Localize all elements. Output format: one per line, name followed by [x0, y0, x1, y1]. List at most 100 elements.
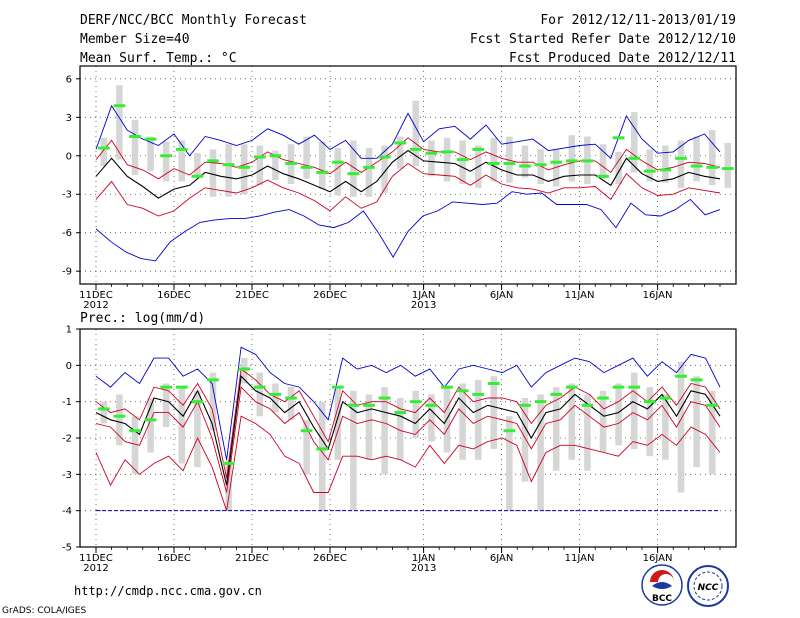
prec-range-box [272, 383, 279, 413]
prec-range-box [365, 394, 373, 460]
prec-range-box [615, 383, 622, 446]
temp-ytick-label: 6 [66, 74, 72, 85]
prec-xtick-label: 11JAN [565, 553, 595, 564]
prec-range-box [334, 387, 342, 460]
prec-range-box [459, 383, 466, 460]
prec-range-box [147, 398, 154, 453]
temp-observed-mark [643, 169, 656, 173]
temp-observed-mark [675, 156, 687, 160]
temp-observed-mark [534, 163, 547, 167]
temp-range-box [662, 145, 669, 183]
prec-observed-mark [191, 400, 204, 404]
prec-line-ensemble-max [95, 346, 721, 460]
prec-observed-mark [487, 382, 500, 385]
temp-range-box [178, 140, 186, 182]
temp-xtick-label: 1JAN [412, 290, 435, 301]
ncc-logo: NCC [687, 565, 729, 607]
prec-observed-mark [316, 447, 329, 451]
prec-observed-mark [659, 396, 672, 400]
prec-observed-mark [472, 392, 485, 396]
chart-title: DERF/NCC/BCC Monthly Forecast [80, 13, 307, 28]
temp-observed-mark [253, 155, 266, 159]
prec-observed-mark [441, 385, 453, 389]
temp-observed-mark [175, 147, 188, 151]
prec-range-box [428, 394, 435, 442]
temp-line-spread-upper [95, 137, 721, 180]
temp-range-box [537, 149, 544, 184]
bcc-logo: BCC [641, 564, 683, 606]
forecast-start-date: Fcst Started Refer Date 2012/12/10 [470, 32, 736, 47]
prec-ytick-label: -2 [62, 434, 72, 445]
prec-observed-mark [503, 429, 516, 433]
source-url[interactable]: http://cmdp.ncc.cma.gov.cn [74, 584, 262, 598]
prec-observed-mark [597, 396, 609, 400]
grads-credit: GrADS: COLA/IGES [2, 606, 86, 616]
precip-variable-label: Prec.: log(mm/d) [80, 311, 205, 326]
prec-ytick-label: -5 [62, 543, 72, 554]
prec-plot-frame [79, 328, 737, 548]
temp-range-box [162, 141, 170, 182]
prec-observed-mark [331, 385, 344, 389]
prec-range-box [474, 379, 482, 460]
prec-observed-mark [253, 385, 266, 389]
temp-ytick-label: 0 [66, 151, 72, 162]
prec-observed-mark [347, 403, 360, 407]
prec-observed-mark [550, 392, 563, 396]
temp-ytick-label: 3 [66, 113, 72, 124]
temp-observed-mark [409, 147, 422, 151]
temp-observed-mark [612, 136, 625, 140]
prec-observed-mark [97, 407, 110, 411]
temp-range-box [350, 140, 357, 197]
prec-observed-mark [612, 385, 625, 389]
temp-observed-mark [456, 158, 469, 162]
temp-observed-mark [113, 104, 126, 108]
prec-observed-mark [363, 403, 375, 407]
temp-xtick-label: 2013 [411, 300, 436, 311]
temp-range-box [396, 136, 404, 169]
prec-observed-mark [238, 367, 251, 371]
temp-range-box [256, 145, 264, 186]
temp-observed-mark [222, 163, 235, 167]
prec-xtick-label: 16JAN [643, 553, 673, 564]
temp-range-box [209, 149, 217, 197]
prec-observed-mark [581, 403, 594, 407]
temp-range-box [552, 149, 560, 187]
temp-range-box [599, 144, 607, 179]
prec-observed-mark [144, 418, 157, 422]
temp-observed-mark [721, 167, 734, 171]
prec-observed-mark [394, 411, 407, 415]
temp-observed-mark [519, 164, 531, 168]
temp-range-box [459, 140, 466, 184]
temp-observed-mark [285, 161, 297, 165]
prec-xtick-label: 1JAN [412, 553, 435, 564]
temp-observed-mark [394, 141, 407, 145]
temp-range-box [412, 100, 420, 167]
temp-range-box [147, 136, 154, 172]
temp-observed-mark [144, 137, 157, 141]
temp-observed-mark [472, 147, 485, 151]
prec-observed-mark [628, 385, 641, 389]
prec-range-box [537, 394, 544, 511]
temp-ytick-label: -6 [62, 228, 72, 239]
prec-range-box [381, 387, 388, 475]
temp-range-box [303, 136, 310, 179]
temp-observed-mark [425, 151, 438, 155]
prec-range-box [396, 398, 404, 460]
prec-range-box [194, 390, 201, 468]
temp-range-box [708, 130, 716, 186]
temp-observed-mark [269, 154, 282, 158]
prec-range-box [646, 387, 654, 457]
prec-range-box [568, 383, 576, 460]
temp-observed-mark [331, 160, 344, 164]
prec-xtick-label: 26DEC [313, 553, 347, 564]
prec-observed-mark [285, 396, 297, 400]
temp-range-box [334, 148, 342, 196]
temp-range-box [677, 140, 685, 188]
ncc-logo-text: NCC [698, 583, 719, 593]
temp-range-box [615, 151, 622, 184]
prec-range-box [693, 376, 700, 468]
prec-range-box [318, 401, 326, 511]
prec-xtick-label: 21DEC [235, 553, 269, 564]
